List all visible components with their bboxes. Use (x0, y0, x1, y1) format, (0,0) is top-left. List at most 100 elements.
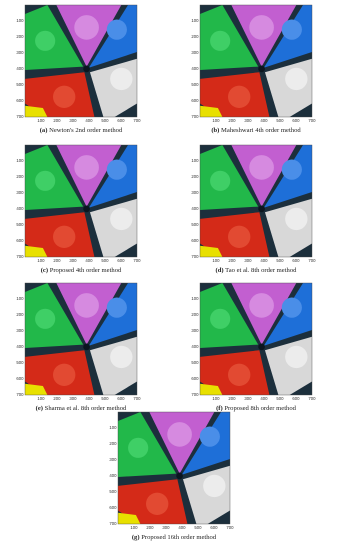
y-tick-label: 300 (16, 328, 24, 333)
caption-label: (c) (41, 267, 48, 274)
basin-image (200, 5, 312, 117)
basin-image (118, 412, 230, 524)
x-tick-label: 300 (69, 258, 77, 263)
x-tick-label: 100 (37, 258, 45, 263)
y-tick-label: 200 (16, 174, 24, 179)
y-tick-label: 200 (16, 312, 24, 317)
x-tick-label: 300 (162, 525, 170, 530)
y-tick-label: 400 (16, 344, 24, 349)
caption: (a) Newton's 2nd order method (40, 127, 123, 134)
x-tick-label: 200 (146, 525, 154, 530)
y-tick-label: 700 (109, 521, 117, 526)
x-tick-label: 200 (228, 118, 236, 123)
x-tick-label: 400 (85, 118, 93, 123)
y-tick-label: 400 (109, 473, 117, 478)
y-tick-label: 200 (16, 34, 24, 39)
panel: 100 100 200 200 300 300 400 400 500 500 600 600 700 7… (191, 282, 316, 412)
y-tick-label: 100 (16, 18, 24, 23)
basin-plot (200, 145, 312, 257)
y-tick-label: 300 (16, 50, 24, 55)
y-tick-label: 600 (16, 238, 24, 243)
x-tick-label: 200 (53, 396, 61, 401)
x-tick-label: 700 (308, 258, 316, 263)
x-tick-label: 100 (212, 396, 220, 401)
y-tick-label: 400 (16, 206, 24, 211)
image-frame (24, 282, 138, 396)
x-tick-label: 400 (85, 396, 93, 401)
basin-image (25, 283, 137, 395)
y-tick-label: 400 (16, 66, 24, 71)
y-tick-label: 600 (191, 238, 199, 243)
image-frame (199, 282, 313, 396)
y-tick-label: 100 (191, 158, 199, 163)
caption-label: (e) (36, 405, 43, 412)
basin-plot (25, 283, 137, 395)
x-tick-label: 400 (85, 258, 93, 263)
y-tick-label: 300 (109, 457, 117, 462)
x-tick-label: 400 (260, 118, 268, 123)
y-tick-label: 500 (16, 82, 24, 87)
basin-image (25, 5, 137, 117)
y-tick-label: 300 (191, 190, 199, 195)
y-tick-label: 400 (191, 344, 199, 349)
basin-plot (25, 145, 137, 257)
y-tick-label: 500 (191, 222, 199, 227)
x-tick-label: 600 (292, 396, 300, 401)
x-tick-label: 500 (276, 118, 284, 123)
x-tick-label: 600 (292, 118, 300, 123)
image-frame (199, 4, 313, 118)
x-tick-label: 100 (37, 396, 45, 401)
panel: 100 100 200 200 300 300 400 400 500 500 600 600 700 7… (16, 4, 141, 134)
basin-image (200, 283, 312, 395)
y-tick-label: 500 (16, 360, 24, 365)
caption-text: Proposed 16th order method (141, 534, 217, 541)
x-tick-label: 500 (101, 396, 109, 401)
x-tick-label: 400 (260, 396, 268, 401)
image-frame (117, 411, 231, 525)
x-tick-label: 700 (133, 396, 141, 401)
caption-text: Proposed 4th order method (50, 267, 122, 274)
x-tick-label: 300 (244, 258, 252, 263)
y-tick-label: 700 (191, 392, 199, 397)
caption-label: (g) (132, 534, 140, 541)
y-tick-label: 400 (191, 206, 199, 211)
y-tick-label: 300 (16, 190, 24, 195)
x-tick-label: 600 (117, 258, 125, 263)
y-tick-label: 700 (191, 254, 199, 259)
panel: 100 100 200 200 300 300 400 400 500 500 600 600 700 7… (16, 282, 141, 412)
basin-plot (200, 283, 312, 395)
y-tick-label: 200 (191, 34, 199, 39)
x-tick-label: 400 (260, 258, 268, 263)
x-tick-label: 100 (212, 118, 220, 123)
caption: (c) Proposed 4th order method (41, 267, 122, 274)
x-tick-label: 400 (178, 525, 186, 530)
x-tick-label: 700 (133, 118, 141, 123)
x-tick-label: 100 (212, 258, 220, 263)
caption-text: Proposed 8th order method (224, 405, 296, 412)
y-tick-label: 600 (16, 376, 24, 381)
caption-text: Maheshwari 4th order method (221, 127, 301, 134)
basin-image (25, 145, 137, 257)
caption: (d) Tao et al. 8th order method (216, 267, 298, 274)
x-tick-label: 300 (69, 396, 77, 401)
y-tick-label: 300 (191, 328, 199, 333)
x-tick-label: 600 (292, 258, 300, 263)
y-tick-label: 300 (191, 50, 199, 55)
x-tick-label: 100 (130, 525, 138, 530)
caption: (e) Sharma et al. 8th order method (36, 405, 127, 412)
y-tick-label: 100 (191, 296, 199, 301)
panel: 100 100 200 200 300 300 400 400 500 500 600 600 700 7… (191, 4, 316, 134)
y-tick-label: 500 (16, 222, 24, 227)
image-frame (24, 144, 138, 258)
x-tick-label: 700 (308, 118, 316, 123)
y-tick-label: 200 (191, 312, 199, 317)
y-tick-label: 600 (16, 98, 24, 103)
caption-label: (b) (211, 127, 219, 134)
x-tick-label: 700 (226, 525, 234, 530)
y-tick-label: 700 (16, 392, 24, 397)
y-tick-label: 100 (191, 18, 199, 23)
x-tick-label: 300 (244, 396, 252, 401)
panel: 100 100 200 200 300 300 400 400 500 500 600 600 700 7… (109, 411, 234, 541)
y-tick-label: 600 (191, 98, 199, 103)
